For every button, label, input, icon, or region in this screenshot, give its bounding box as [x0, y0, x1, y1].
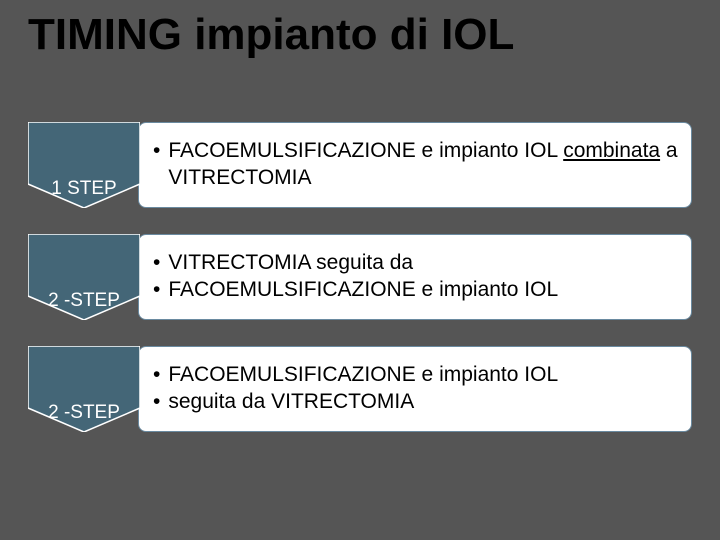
bullet-dot: •	[153, 277, 160, 304]
bullet-text: FACOEMULSIFICAZIONE e impianto IOL	[168, 362, 679, 389]
row-3-content: • FACOEMULSIFICAZIONE e impianto IOL • s…	[138, 346, 692, 432]
bullet-line: • FACOEMULSIFICAZIONE e impianto IOL com…	[153, 138, 679, 192]
bullet-text: FACOEMULSIFICAZIONE e impianto IOL	[168, 277, 679, 304]
bullet-line: • FACOEMULSIFICAZIONE e impianto IOL	[153, 277, 679, 304]
row-3-label: 2 -STEP	[28, 402, 140, 424]
row-1: 1 STEP • FACOEMULSIFICAZIONE e impianto …	[28, 122, 692, 208]
bullet-text: FACOEMULSIFICAZIONE e impianto IOL combi…	[168, 138, 679, 192]
row-2: 2 -STEP • VITRECTOMIA seguita da • FACOE…	[28, 234, 692, 320]
bullet-text: seguita da VITRECTOMIA	[168, 389, 679, 416]
row-1-label: 1 STEP	[28, 178, 140, 200]
bullet-line: • VITRECTOMIA seguita da	[153, 250, 679, 277]
bullet-dot: •	[153, 250, 160, 277]
bullet-dot: •	[153, 389, 160, 416]
bullet-dot: •	[153, 138, 160, 165]
row-3-label-wrap: 2 -STEP	[28, 346, 140, 432]
bullet-line: • FACOEMULSIFICAZIONE e impianto IOL	[153, 362, 679, 389]
bullet-prefix: FACOEMULSIFICAZIONE e impianto IOL	[168, 139, 563, 162]
row-2-content: • VITRECTOMIA seguita da • FACOEMULSIFIC…	[138, 234, 692, 320]
row-1-content: • FACOEMULSIFICAZIONE e impianto IOL com…	[138, 122, 692, 208]
bullet-dot: •	[153, 362, 160, 389]
bullet-line: • seguita da VITRECTOMIA	[153, 389, 679, 416]
bullet-underlined: combinata	[563, 139, 660, 162]
bullet-text: VITRECTOMIA seguita da	[168, 250, 679, 277]
slide: TIMING impianto di IOL 1 STEP • FACOEMUL…	[0, 0, 720, 540]
slide-title: TIMING impianto di IOL	[28, 10, 514, 60]
row-3: 2 -STEP • FACOEMULSIFICAZIONE e impianto…	[28, 346, 692, 432]
row-2-label-wrap: 2 -STEP	[28, 234, 140, 320]
row-2-label: 2 -STEP	[28, 290, 140, 312]
row-1-label-wrap: 1 STEP	[28, 122, 140, 208]
